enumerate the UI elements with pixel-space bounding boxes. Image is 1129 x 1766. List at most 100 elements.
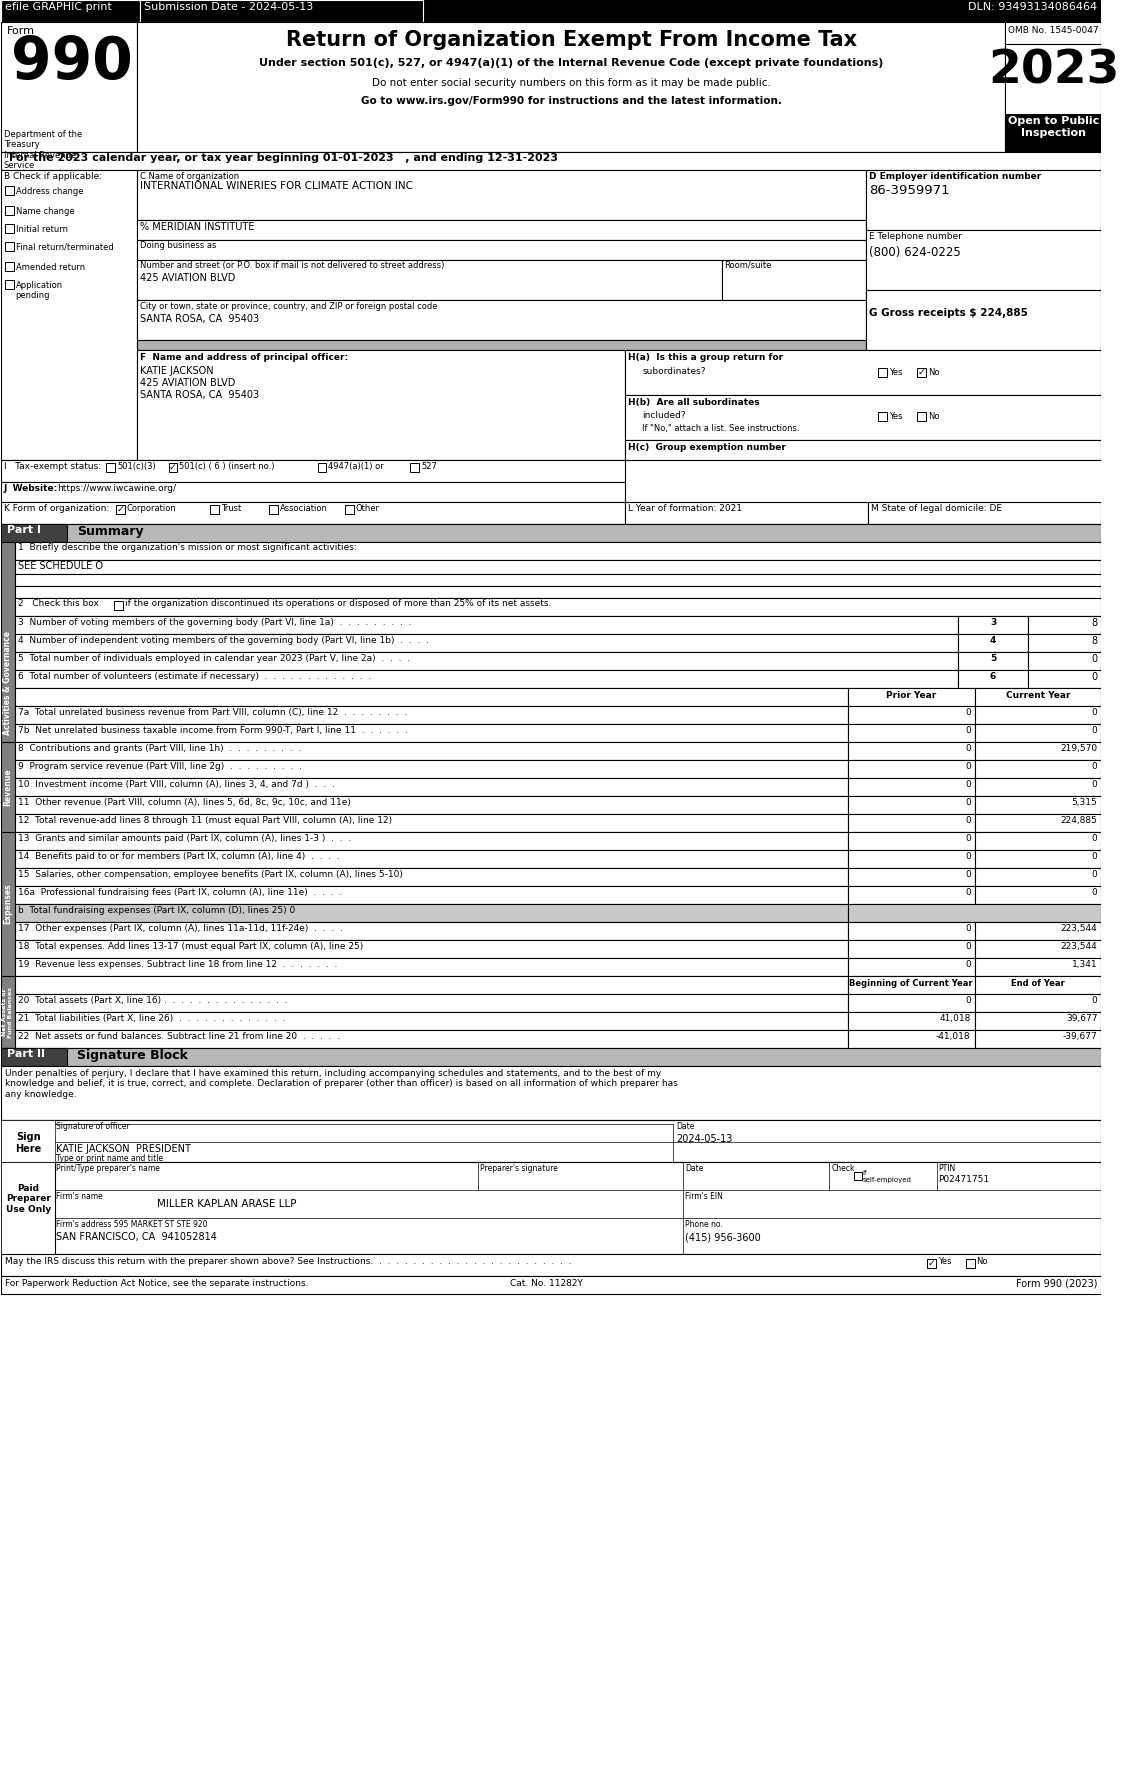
Bar (974, 869, 1101, 887)
Text: -39,677: -39,677 (1062, 1031, 1097, 1040)
Text: 18  Total expenses. Add lines 13-17 (must equal Part IX, column (A), line 25): 18 Total expenses. Add lines 13-17 (must… (18, 941, 364, 952)
Text: Part I: Part I (7, 525, 41, 535)
Text: Open to Public
Inspection: Open to Public Inspection (1008, 117, 1100, 138)
Bar (168, 463, 177, 472)
Text: Date: Date (676, 1121, 694, 1130)
Text: 0: 0 (1092, 851, 1097, 862)
Bar (1, 542, 15, 825)
Text: 11  Other revenue (Part VIII, column (A), lines 5, 6d, 8c, 9c, 10c, and 11e): 11 Other revenue (Part VIII, column (A),… (18, 798, 351, 807)
Bar (974, 689, 1101, 706)
Bar (345, 505, 353, 514)
Bar (974, 759, 1101, 779)
Text: 0: 0 (1092, 834, 1097, 842)
Bar (15, 977, 848, 994)
Bar (848, 796, 974, 814)
Text: Signature of officer: Signature of officer (56, 1121, 130, 1130)
Text: Firm's EIN: Firm's EIN (685, 1192, 723, 1201)
Bar (15, 616, 959, 634)
Bar (15, 814, 848, 832)
Bar (848, 706, 974, 724)
Text: included?: included? (642, 411, 685, 420)
Text: ✓: ✓ (927, 1259, 935, 1268)
Text: H(a)  Is this a group return for: H(a) Is this a group return for (628, 353, 782, 362)
Bar (624, 502, 868, 525)
Text: KATIE JACKSON  PRESIDENT: KATIE JACKSON PRESIDENT (56, 1144, 191, 1153)
Text: OMB No. 1545-0047: OMB No. 1545-0047 (1008, 26, 1099, 35)
Text: 0: 0 (965, 834, 971, 842)
Text: Current Year: Current Year (1006, 691, 1070, 699)
Text: 1,341: 1,341 (1071, 961, 1097, 970)
Bar (15, 1030, 848, 1047)
Text: INTERNATIONAL WINERIES FOR CLIMATE ACTION INC: INTERNATIONAL WINERIES FOR CLIMATE ACTIO… (140, 180, 413, 191)
Bar (974, 977, 1101, 994)
Bar (624, 350, 1101, 396)
Text: 0: 0 (965, 851, 971, 862)
Bar (974, 994, 1101, 1012)
Text: 0: 0 (1092, 708, 1097, 717)
Text: (415) 956-3600: (415) 956-3600 (685, 1233, 761, 1241)
Bar (974, 832, 1101, 849)
Bar (848, 994, 974, 1012)
Text: Association: Association (280, 503, 327, 512)
Bar (15, 796, 848, 814)
Bar (138, 170, 866, 221)
Bar (848, 724, 974, 742)
Text: 0: 0 (1092, 653, 1097, 664)
Bar (974, 1012, 1101, 1030)
Text: 0: 0 (1092, 673, 1097, 682)
Text: H(c)  Group exemption number: H(c) Group exemption number (628, 443, 786, 452)
Bar (917, 411, 926, 420)
Text: 501(c)(3): 501(c)(3) (117, 463, 156, 472)
Bar (1029, 634, 1101, 652)
Text: ✓: ✓ (918, 367, 926, 376)
Text: PTIN: PTIN (938, 1164, 956, 1173)
Text: 41,018: 41,018 (939, 1014, 971, 1023)
Text: Do not enter social security numbers on this form as it may be made public.: Do not enter social security numbers on … (371, 78, 770, 88)
Bar (15, 940, 848, 957)
Text: Firm's name: Firm's name (56, 1192, 103, 1201)
Text: MILLER KAPLAN ARASE LLP: MILLER KAPLAN ARASE LLP (157, 1199, 297, 1210)
Text: C Name of organization: C Name of organization (140, 171, 239, 180)
Bar (1, 502, 624, 525)
Bar (15, 887, 848, 904)
Bar (848, 957, 974, 977)
Bar (848, 1030, 974, 1047)
Text: 22  Net assets or fund balances. Subtract line 21 from line 20  .  .  .  .  .: 22 Net assets or fund balances. Subtract… (18, 1031, 341, 1040)
Bar (15, 652, 959, 669)
Bar (15, 586, 1101, 599)
Text: 16a  Professional fundraising fees (Part IX, column (A), line 11e)  .  .  .  .: 16a Professional fundraising fees (Part … (18, 888, 343, 897)
Text: H(b)  Are all subordinates: H(b) Are all subordinates (628, 397, 759, 406)
Bar (1, 1047, 68, 1067)
Bar (1, 1254, 1101, 1277)
Text: Form 990 (2023): Form 990 (2023) (1016, 1279, 1097, 1289)
Text: No: No (928, 367, 939, 376)
Bar (15, 869, 848, 887)
Text: Preparer's signature: Preparer's signature (481, 1164, 559, 1173)
Text: Amended return: Amended return (16, 263, 85, 272)
Text: 20  Total assets (Part X, line 16) .  .  .  .  .  .  .  .  .  .  .  .  .  .  .: 20 Total assets (Part X, line 16) . . . … (18, 996, 288, 1005)
Text: Department of the
Treasury
Internal Revenue
Service: Department of the Treasury Internal Reve… (3, 131, 82, 170)
Text: 0: 0 (965, 708, 971, 717)
Bar (15, 742, 848, 759)
Text: -41,018: -41,018 (936, 1031, 971, 1040)
Text: 0: 0 (965, 924, 971, 932)
Text: 2   Check this box: 2 Check this box (18, 599, 99, 608)
Text: 425 AVIATION BLVD: 425 AVIATION BLVD (140, 274, 236, 283)
Bar (5, 224, 14, 233)
Text: if the organization discontinued its operations or disposed of more than 25% of : if the organization discontinued its ope… (124, 599, 551, 608)
Text: Application
pending: Application pending (16, 281, 63, 300)
Bar (723, 260, 866, 300)
Text: No: No (928, 411, 939, 420)
Text: 0: 0 (1092, 781, 1097, 789)
Bar (15, 994, 848, 1012)
Bar (1, 21, 138, 152)
Bar (15, 599, 1101, 616)
Bar (5, 281, 14, 290)
Bar (974, 887, 1101, 904)
Text: Activities & Governance: Activities & Governance (3, 630, 12, 735)
Text: efile GRAPHIC print: efile GRAPHIC print (5, 2, 112, 12)
Text: Cat. No. 11282Y: Cat. No. 11282Y (510, 1279, 584, 1287)
Text: 0: 0 (1092, 726, 1097, 735)
Bar (15, 779, 848, 796)
Text: For the 2023 calendar year, or tax year beginning 01-01-2023   , and ending 12-3: For the 2023 calendar year, or tax year … (9, 154, 558, 162)
